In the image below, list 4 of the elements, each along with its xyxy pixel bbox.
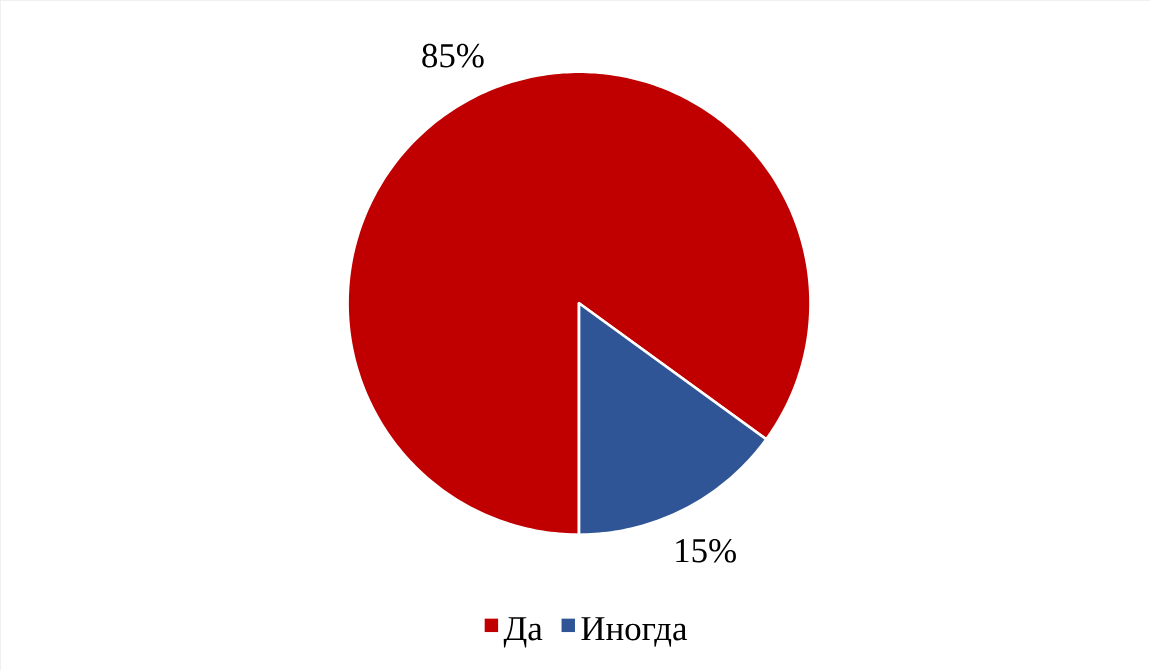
data-label: 85%	[422, 43, 484, 68]
legend-label: Иногда	[581, 617, 688, 647]
data-label: 15%	[676, 538, 736, 563]
legend-label: Да	[503, 617, 543, 648]
